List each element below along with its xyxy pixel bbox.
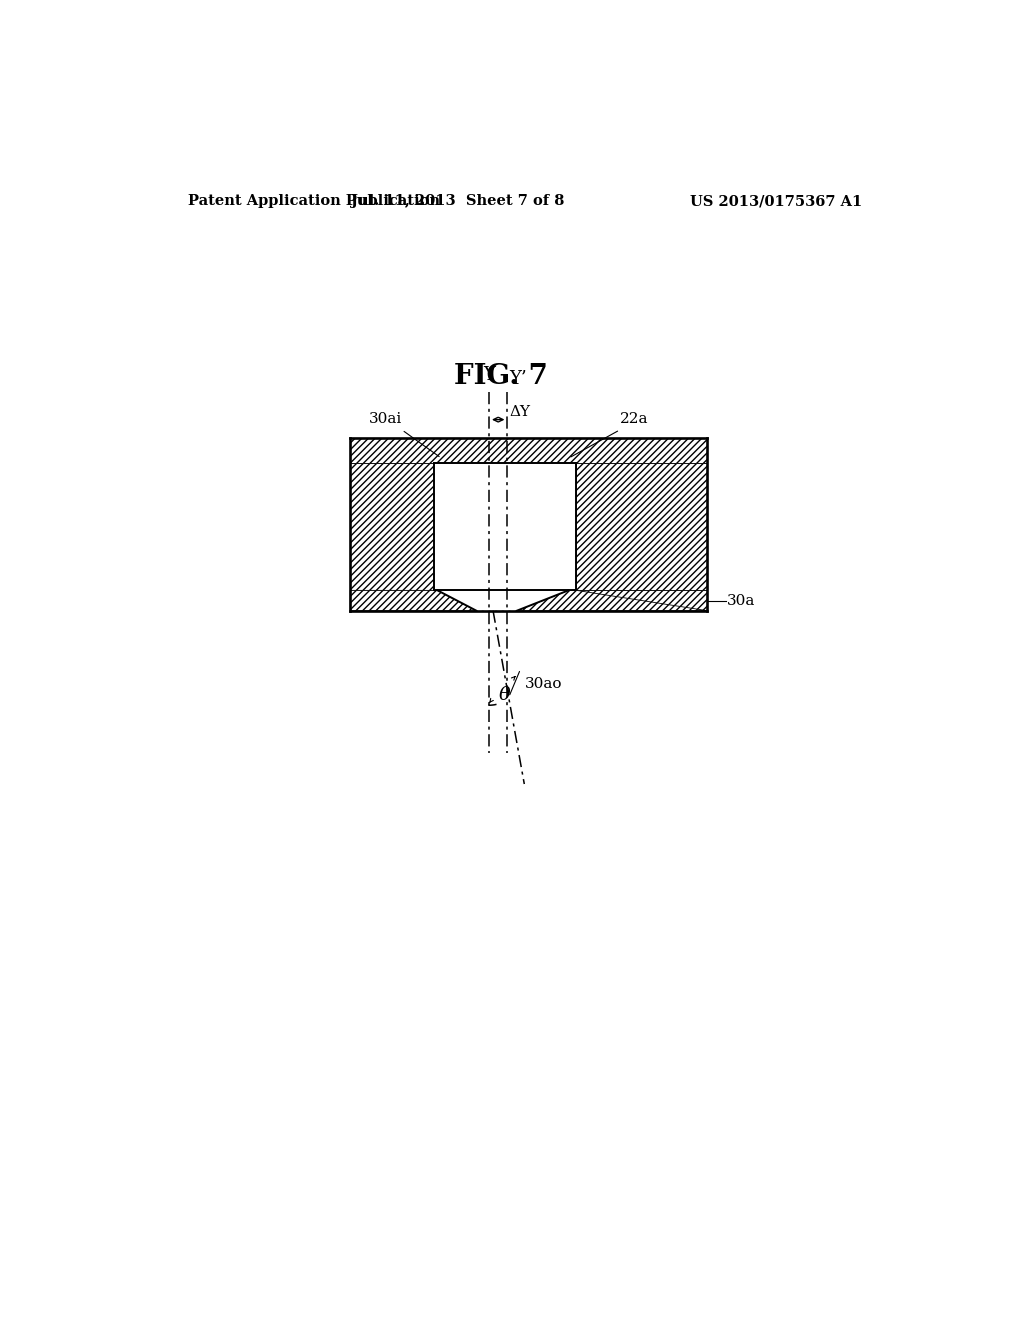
Text: FIG. 7: FIG. 7 xyxy=(454,363,548,391)
Text: Y’: Y’ xyxy=(509,370,526,388)
Polygon shape xyxy=(437,590,568,611)
Text: Y: Y xyxy=(483,366,495,384)
Text: Patent Application Publication: Patent Application Publication xyxy=(187,194,439,209)
Bar xyxy=(350,438,708,463)
Text: 30ai: 30ai xyxy=(369,412,401,426)
Bar xyxy=(350,590,708,611)
Text: Jul. 11, 2013  Sheet 7 of 8: Jul. 11, 2013 Sheet 7 of 8 xyxy=(350,194,564,209)
Bar xyxy=(577,463,708,590)
Text: 30ao: 30ao xyxy=(524,677,562,692)
Polygon shape xyxy=(350,590,476,611)
Text: 30a: 30a xyxy=(727,594,756,607)
Bar xyxy=(350,463,433,590)
Text: 22a: 22a xyxy=(620,412,648,426)
Text: US 2013/0175367 A1: US 2013/0175367 A1 xyxy=(690,194,862,209)
Text: θ: θ xyxy=(499,686,510,704)
Text: ΔY: ΔY xyxy=(510,405,530,418)
Polygon shape xyxy=(517,590,708,611)
Bar xyxy=(433,463,577,590)
